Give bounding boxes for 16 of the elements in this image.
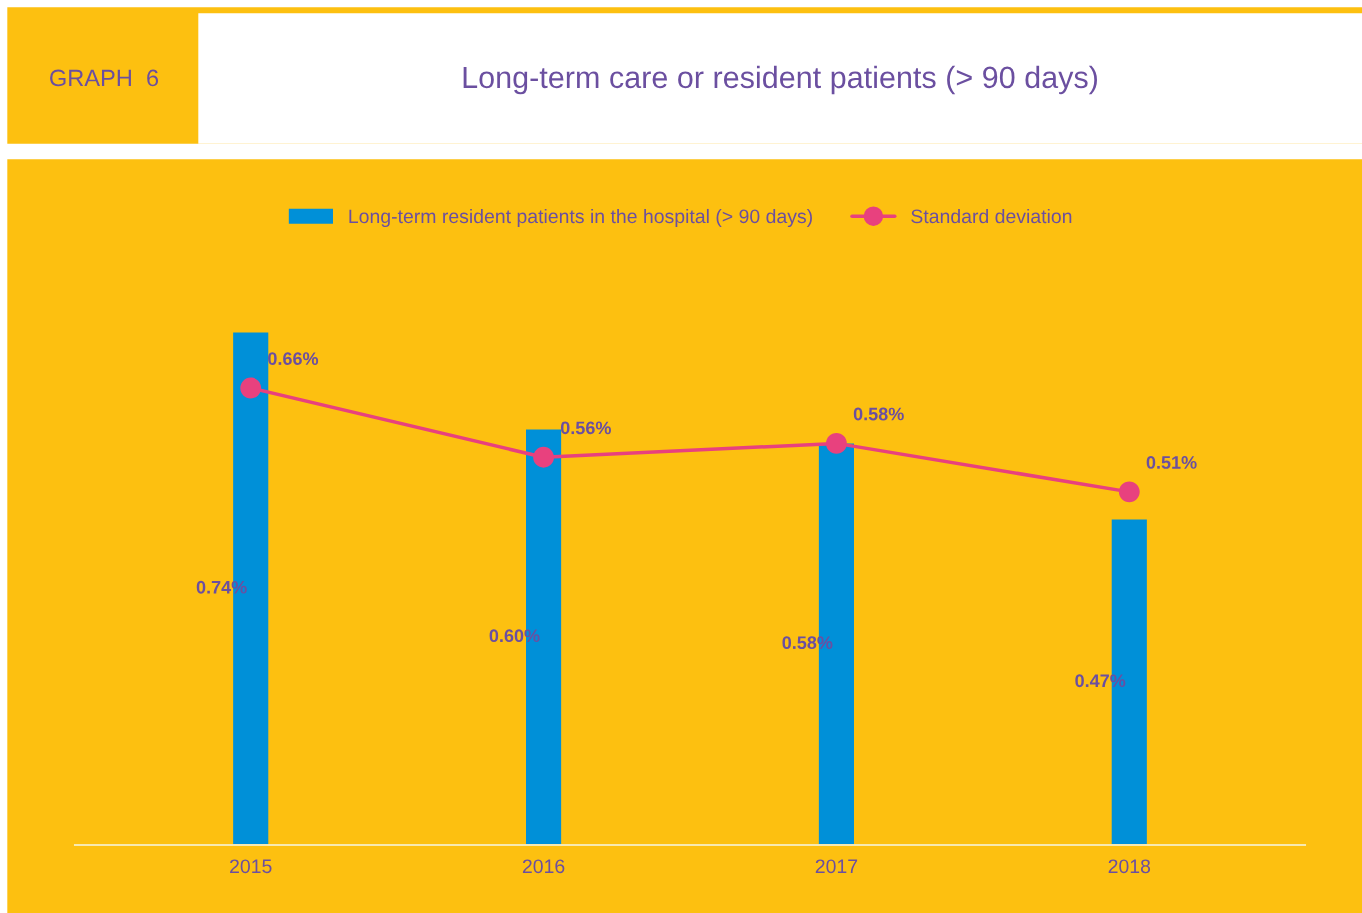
chart-title: Long-term care or resident patients (> 90 days) bbox=[463, 65, 1097, 95]
data-label: 0.66% bbox=[268, 352, 319, 365]
point bbox=[533, 446, 554, 468]
data-label: 0.56% bbox=[560, 421, 611, 435]
data-label: 0.51% bbox=[1146, 456, 1197, 469]
point bbox=[240, 377, 262, 399]
point bbox=[1118, 481, 1140, 503]
x-tick-label: 2017 bbox=[815, 859, 858, 874]
data-label: 0.58% bbox=[853, 407, 904, 421]
legend-label: Long-term resident patients in the hospital (> 90 days) bbox=[349, 208, 812, 228]
point bbox=[826, 432, 847, 454]
caption: GRAPH 6 bbox=[50, 69, 159, 87]
x-tick-label: 2015 bbox=[230, 859, 272, 874]
legend-label: Standard deviation bbox=[911, 208, 1072, 224]
x-tick-label: 2018 bbox=[1108, 859, 1151, 874]
x-tick-label: 2016 bbox=[522, 859, 565, 874]
